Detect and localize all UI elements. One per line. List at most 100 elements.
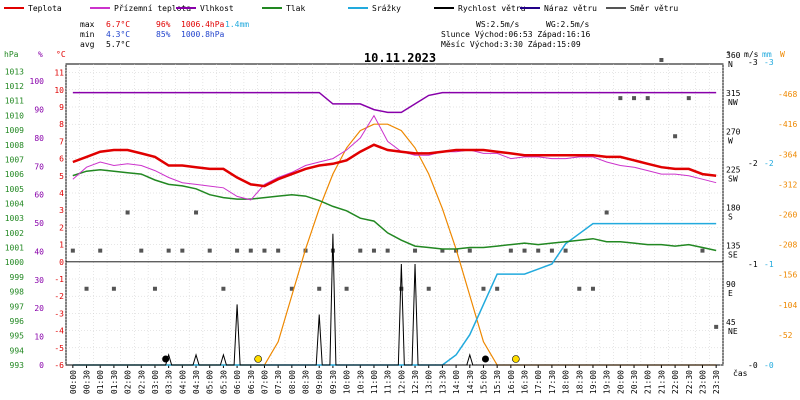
wind-direction-point	[221, 286, 226, 291]
hpa-tick: 1010	[5, 111, 24, 120]
wind-direction-point	[248, 248, 253, 253]
info-ws: WS:2.5m/s	[476, 20, 520, 29]
temp-tick: 6	[59, 155, 64, 164]
dir-tick: 90	[726, 280, 736, 289]
temp-tick: 1	[59, 241, 64, 250]
ground-temp-line	[72, 114, 717, 201]
hpa-tick: 997	[10, 302, 25, 311]
legend-label: Rychlost větru	[458, 4, 526, 13]
temp-tick: 4	[59, 189, 64, 198]
x-tick-label: 00:30	[83, 370, 92, 394]
temp-tick: 11	[54, 69, 64, 78]
wind-direction-point	[659, 58, 664, 62]
stats-max-press: 1006.4hPa	[181, 20, 225, 29]
humidity-line	[72, 91, 717, 114]
wind-direction-point	[632, 96, 637, 101]
wind-direction-point	[371, 248, 376, 253]
pct-tick: 30	[34, 276, 44, 285]
sunset-marker	[512, 355, 520, 363]
wind-direction-point	[84, 286, 89, 291]
wind-direction-point	[276, 248, 281, 253]
dir-name: W	[728, 136, 733, 145]
x-tick-label: 05:00	[206, 370, 215, 394]
wind-direction-point	[467, 248, 472, 253]
x-tick-label: 09:30	[329, 370, 338, 394]
mm-axis-title: mm	[762, 50, 772, 59]
hpa-tick: 1003	[5, 214, 24, 223]
x-tick-label: 15:30	[493, 370, 502, 394]
x-tick-label: 13:00	[425, 370, 434, 394]
stats-min-press: 1000.8hPa	[181, 30, 225, 39]
pct-axis-title: %	[38, 50, 43, 59]
wind-direction-point	[604, 210, 609, 215]
marks	[66, 58, 720, 366]
hpa-tick: 1011	[5, 97, 24, 106]
wind-direction-point	[207, 248, 212, 253]
hpa-tick: 996	[10, 317, 25, 326]
wind-direction-point	[98, 248, 103, 253]
dir-name: SE	[728, 251, 738, 260]
hpa-tick: 1009	[5, 126, 24, 135]
wind-direction-point	[536, 248, 541, 253]
w-tick: -312	[778, 180, 797, 189]
wind-direction-point	[413, 248, 418, 253]
temp-tick: 0	[59, 258, 64, 267]
x-tick-label: 23:00	[698, 370, 707, 394]
x-tick-label: 07:30	[274, 370, 283, 394]
dir-tick: 135	[726, 242, 741, 251]
wind-direction-point	[152, 286, 157, 291]
stats-avg-label: avg	[80, 40, 95, 49]
w-tick: -52	[778, 331, 793, 340]
pct-tick: 50	[34, 219, 44, 228]
x-tick-label: 12:30	[411, 370, 420, 394]
moonset-marker	[481, 355, 489, 363]
x-tick-label: 01:30	[110, 370, 119, 394]
x-tick-label: 11:00	[370, 370, 379, 394]
x-tick-label: 13:30	[438, 370, 447, 394]
stats-min-hum: 85%	[156, 30, 171, 39]
temp-tick: -4	[54, 327, 64, 336]
temp-tick: 9	[59, 103, 64, 112]
hpa-tick: 1002	[5, 229, 24, 238]
ms-axis-title: m/s	[744, 50, 759, 59]
dir-tick: 180	[726, 204, 741, 213]
wind-direction-point	[508, 248, 513, 253]
hpa-tick: 1001	[5, 244, 24, 253]
dir-tick: 270	[726, 127, 741, 136]
dir-name: E	[728, 289, 733, 298]
x-tick-label: 02:30	[137, 370, 146, 394]
pct-tick: 90	[34, 106, 44, 115]
wind-direction-point	[166, 248, 171, 253]
dir-axis-title: °	[726, 50, 731, 59]
wind-direction-point	[522, 248, 527, 253]
temp-tick: 3	[59, 206, 64, 215]
dir-name: NE	[728, 327, 738, 336]
temp-tick: -1	[54, 275, 64, 284]
dir-name: S	[728, 213, 733, 222]
mm-tick: -3	[764, 58, 774, 67]
stats-min-temp: 4.3°C	[106, 30, 130, 39]
hpa-tick: 994	[10, 346, 25, 355]
stats-max-hum: 96%	[156, 20, 171, 29]
pct-tick: 20	[34, 304, 44, 313]
grid	[65, 63, 724, 366]
legend-label: Teplota	[28, 4, 62, 13]
pct-tick: 0	[39, 361, 44, 370]
x-tick-label: 16:00	[507, 370, 516, 394]
wind-direction-point	[125, 210, 130, 215]
legend-label: Přízemní teplota	[114, 4, 191, 13]
info-wg: WG:2.5m/s	[546, 20, 590, 29]
w-tick: -468	[778, 90, 797, 99]
wind-direction-point	[686, 96, 691, 101]
hpa-tick: 1005	[5, 185, 24, 194]
x-tick-label: 08:30	[302, 370, 311, 394]
w-tick: -208	[778, 241, 797, 250]
mm-tick: -2	[764, 159, 774, 168]
wind-direction-point	[70, 248, 75, 253]
x-tick-label: 06:30	[247, 370, 256, 394]
x-tick-label: 05:30	[219, 370, 228, 394]
wind-direction-point	[262, 248, 267, 253]
temp-tick: 10	[54, 86, 64, 95]
wind-direction-point	[481, 286, 486, 291]
